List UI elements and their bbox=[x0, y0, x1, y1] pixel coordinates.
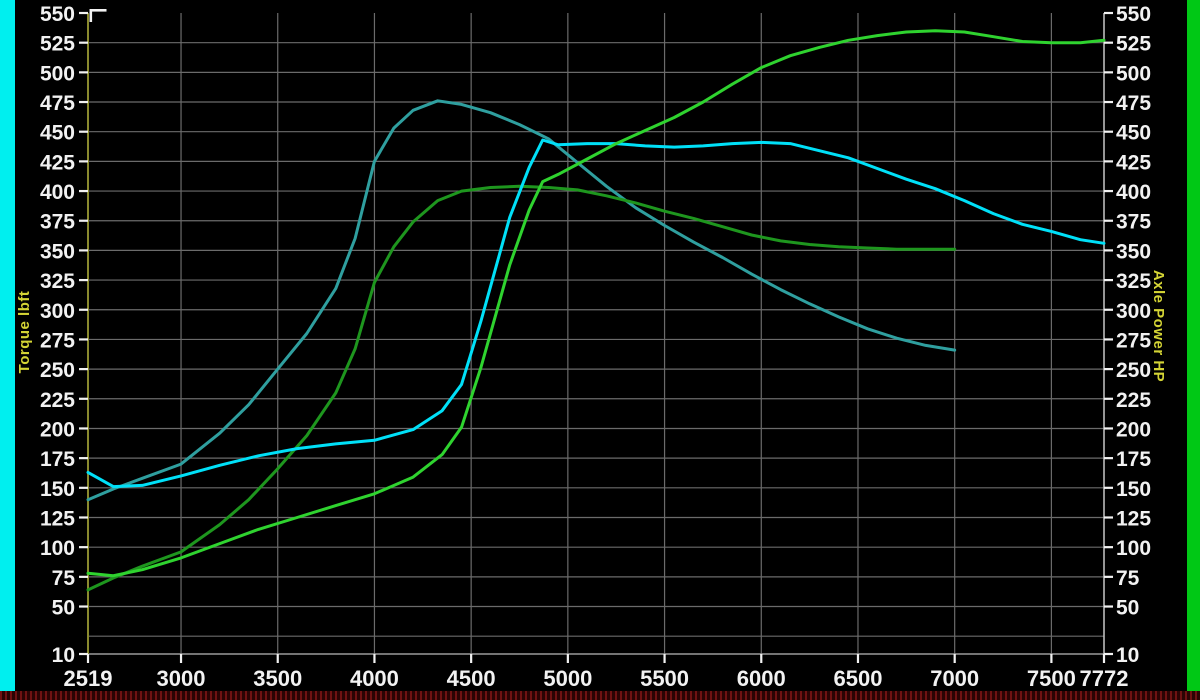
window-edge-left-strip bbox=[0, 0, 15, 691]
curve-torque-run-b bbox=[86, 138, 1106, 489]
x-tick-label: 7000 bbox=[930, 666, 979, 691]
plot-corner-marker bbox=[89, 9, 107, 12]
left-y-tick-label: 350 bbox=[40, 240, 75, 263]
x-tick-label: 4000 bbox=[350, 666, 399, 691]
right-y-tick-label: 10 bbox=[1116, 644, 1139, 667]
plot-corner-marker bbox=[89, 9, 93, 22]
left-y-tick-label: 175 bbox=[40, 448, 75, 471]
left-y-tick-label: 250 bbox=[40, 359, 75, 382]
curve-torque-run-a bbox=[86, 99, 957, 502]
left-y-tick-label: 100 bbox=[40, 537, 75, 560]
left-y-tick-label: 225 bbox=[40, 389, 75, 412]
right-y-tick-label: 100 bbox=[1116, 537, 1151, 560]
right-y-tick-label: 225 bbox=[1116, 389, 1151, 412]
right-y-tick-label: 325 bbox=[1116, 270, 1151, 293]
left-y-tick-label: 275 bbox=[40, 329, 75, 352]
x-tick-label: 2519 bbox=[64, 666, 113, 691]
right-y-tick-label: 400 bbox=[1116, 181, 1151, 204]
x-tick-label: 6000 bbox=[737, 666, 786, 691]
right-y-tick-label: 475 bbox=[1116, 92, 1151, 115]
x-tick-label: 3000 bbox=[157, 666, 206, 691]
left-y-tick-label: 400 bbox=[40, 181, 75, 204]
right-y-tick-label: 375 bbox=[1116, 211, 1151, 234]
left-y-tick-label: 425 bbox=[40, 151, 75, 174]
left-y-tick-label: 375 bbox=[40, 211, 75, 234]
left-y-tick-label: 300 bbox=[40, 300, 75, 323]
left-y-tick-label: 325 bbox=[40, 270, 75, 293]
right-y-tick-label: 150 bbox=[1116, 478, 1151, 501]
right-y-tick-label: 200 bbox=[1116, 418, 1151, 441]
x-tick-label: 4500 bbox=[447, 666, 496, 691]
window-edge-right-strip bbox=[1187, 0, 1200, 691]
right-y-tick-label: 300 bbox=[1116, 300, 1151, 323]
right-y-tick-label: 75 bbox=[1116, 567, 1140, 590]
right-y-tick-label: 525 bbox=[1116, 33, 1151, 56]
x-tick-label: 5000 bbox=[543, 666, 592, 691]
x-tick-label: 7772 bbox=[1080, 666, 1129, 691]
right-y-tick-label: 550 bbox=[1116, 3, 1151, 26]
right-y-tick-label: 425 bbox=[1116, 151, 1151, 174]
x-tick-label: 7500 bbox=[1027, 666, 1076, 691]
curve-power-run-b bbox=[86, 29, 1106, 578]
left-y-tick-label: 50 bbox=[52, 597, 75, 620]
left-y-tick-label: 525 bbox=[40, 33, 75, 56]
right-y-tick-label: 450 bbox=[1116, 122, 1151, 145]
left-axis-title: Torque lbft bbox=[16, 290, 33, 374]
right-y-tick-label: 275 bbox=[1116, 329, 1151, 352]
right-y-tick-label: 250 bbox=[1116, 359, 1151, 382]
right-y-tick-label: 350 bbox=[1116, 240, 1151, 263]
x-tick-label: 3500 bbox=[253, 666, 302, 691]
left-y-tick-label: 550 bbox=[40, 3, 75, 26]
right-y-tick-label: 175 bbox=[1116, 448, 1151, 471]
right-y-tick-label: 500 bbox=[1116, 62, 1151, 85]
right-axis-title: Axle Power HP bbox=[1150, 269, 1167, 383]
left-y-tick-label: 450 bbox=[40, 122, 75, 145]
x-tick-label: 5500 bbox=[640, 666, 689, 691]
right-y-tick-label: 125 bbox=[1116, 507, 1151, 530]
left-y-tick-label: 150 bbox=[40, 478, 75, 501]
x-tick-label: 6500 bbox=[834, 666, 883, 691]
left-y-tick-label: 75 bbox=[52, 567, 76, 590]
left-y-tick-label: 125 bbox=[40, 507, 75, 530]
left-y-tick-label: 10 bbox=[52, 644, 75, 667]
left-y-tick-label: 200 bbox=[40, 418, 75, 441]
left-y-tick-label: 500 bbox=[40, 62, 75, 85]
curve-power-run-a bbox=[86, 184, 957, 592]
left-y-tick-label: 475 bbox=[40, 92, 75, 115]
window-edge-bottom-strip bbox=[0, 691, 1200, 700]
right-y-tick-label: 50 bbox=[1116, 597, 1139, 620]
